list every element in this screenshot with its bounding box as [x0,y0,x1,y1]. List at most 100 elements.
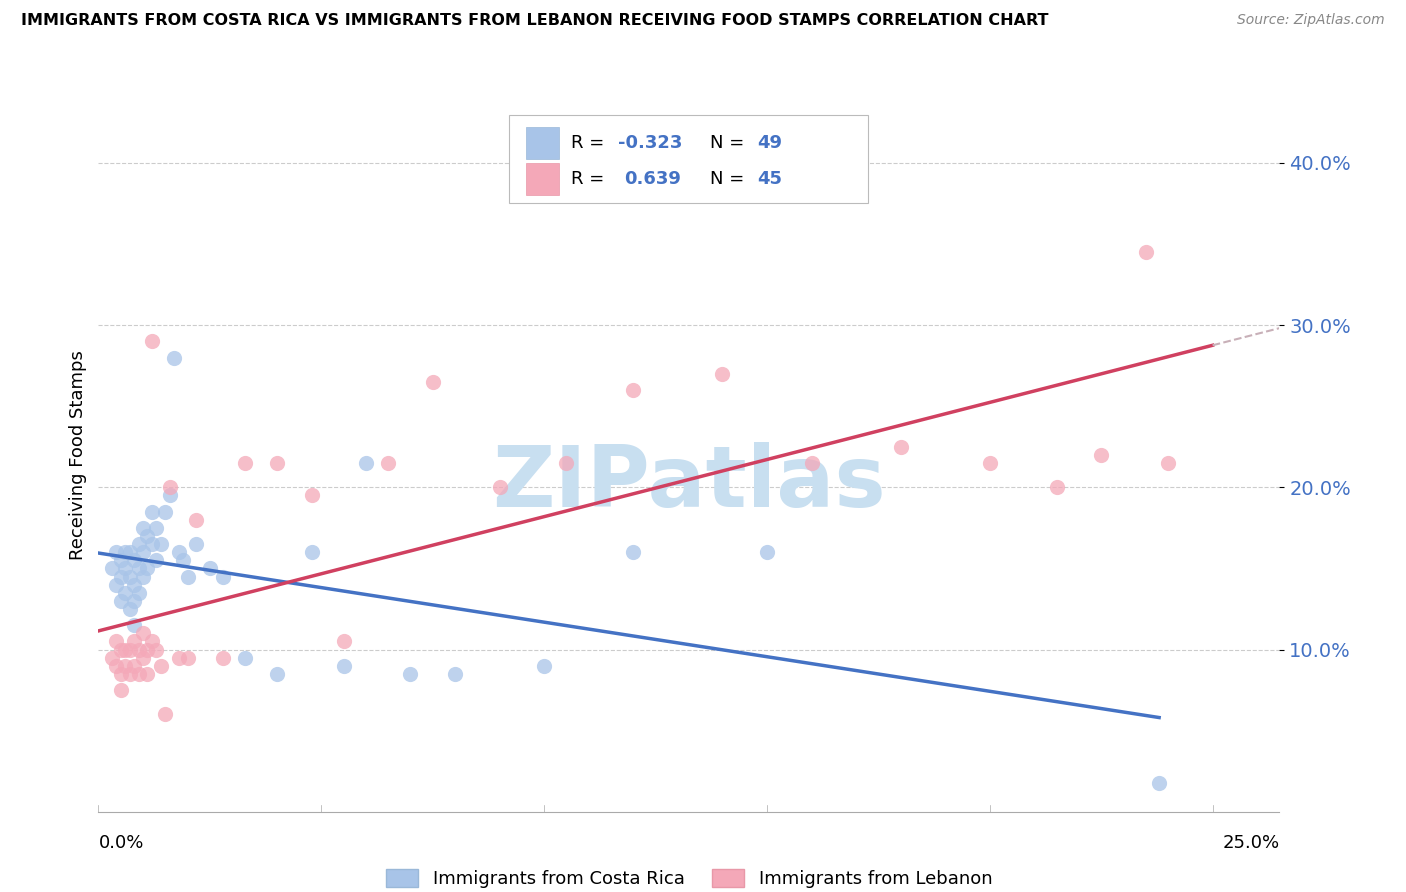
Point [101,561,124,575]
Point [114,642,136,657]
Legend: Immigrants from Costa Rica, Immigrants from Lebanon: Immigrants from Costa Rica, Immigrants f… [378,862,1000,892]
Point [212,569,235,583]
Point [132,545,155,559]
Point [155,505,177,519]
Point [172,553,194,567]
Point [621,545,644,559]
Point [167,545,190,559]
Point [122,594,145,608]
Point [422,375,444,389]
Point [128,666,150,681]
Point [128,537,150,551]
Point [122,553,145,567]
Point [132,626,155,640]
Point [122,658,145,673]
Point [118,569,141,583]
Point [136,666,159,681]
Point [105,658,128,673]
Point [186,537,208,551]
Point [235,456,257,470]
Point [1046,480,1069,494]
Point [132,569,155,583]
Point [159,480,181,494]
Point [128,561,150,575]
Point [533,658,555,673]
Point [176,569,198,583]
Point [105,545,128,559]
Point [118,666,141,681]
Point [1090,448,1112,462]
Point [235,650,257,665]
Point [159,488,181,502]
Point [488,480,510,494]
Point [377,456,399,470]
Point [128,586,150,600]
Point [555,456,578,470]
Point [132,521,155,535]
Text: R =: R = [571,134,610,152]
Point [145,521,167,535]
Point [128,642,150,657]
Point [122,577,145,591]
Text: N =: N = [710,134,751,152]
Point [141,537,163,551]
Point [444,666,467,681]
Point [114,586,136,600]
Point [110,683,132,698]
Point [105,577,128,591]
Point [118,545,141,559]
Point [145,553,167,567]
Text: 45: 45 [758,169,783,187]
Point [101,650,124,665]
Point [141,634,163,648]
Point [301,545,323,559]
Point [136,642,159,657]
Point [354,456,377,470]
Point [198,561,221,575]
Point [266,456,288,470]
Point [118,642,141,657]
Point [122,618,145,632]
Point [176,650,198,665]
Point [266,666,288,681]
Point [136,529,159,543]
Point [145,642,167,657]
Point [122,634,145,648]
Point [301,488,323,502]
Text: ZIPatlas: ZIPatlas [492,442,886,525]
Point [110,594,132,608]
Point [399,666,422,681]
Point [110,642,132,657]
Text: 49: 49 [758,134,783,152]
Point [1147,775,1170,789]
Text: 25.0%: 25.0% [1222,834,1279,852]
Point [114,658,136,673]
Point [621,383,644,397]
Point [163,351,186,365]
Point [110,569,132,583]
Point [186,513,208,527]
Point [167,650,190,665]
Point [890,440,912,454]
Point [212,650,235,665]
Point [114,545,136,559]
Point [105,634,128,648]
Point [110,666,132,681]
Point [332,658,354,673]
Point [141,334,163,349]
Point [110,553,132,567]
Bar [526,162,560,194]
Text: IMMIGRANTS FROM COSTA RICA VS IMMIGRANTS FROM LEBANON RECEIVING FOOD STAMPS CORR: IMMIGRANTS FROM COSTA RICA VS IMMIGRANTS… [21,13,1049,29]
Text: Source: ZipAtlas.com: Source: ZipAtlas.com [1237,13,1385,28]
Y-axis label: Receiving Food Stamps: Receiving Food Stamps [69,350,87,560]
Point [136,561,159,575]
Point [1157,456,1180,470]
Point [132,650,155,665]
Point [155,707,177,722]
Text: 0.0%: 0.0% [98,834,143,852]
Text: N =: N = [710,169,751,187]
Point [755,545,778,559]
Bar [526,127,560,159]
Point [149,658,172,673]
Point [114,561,136,575]
